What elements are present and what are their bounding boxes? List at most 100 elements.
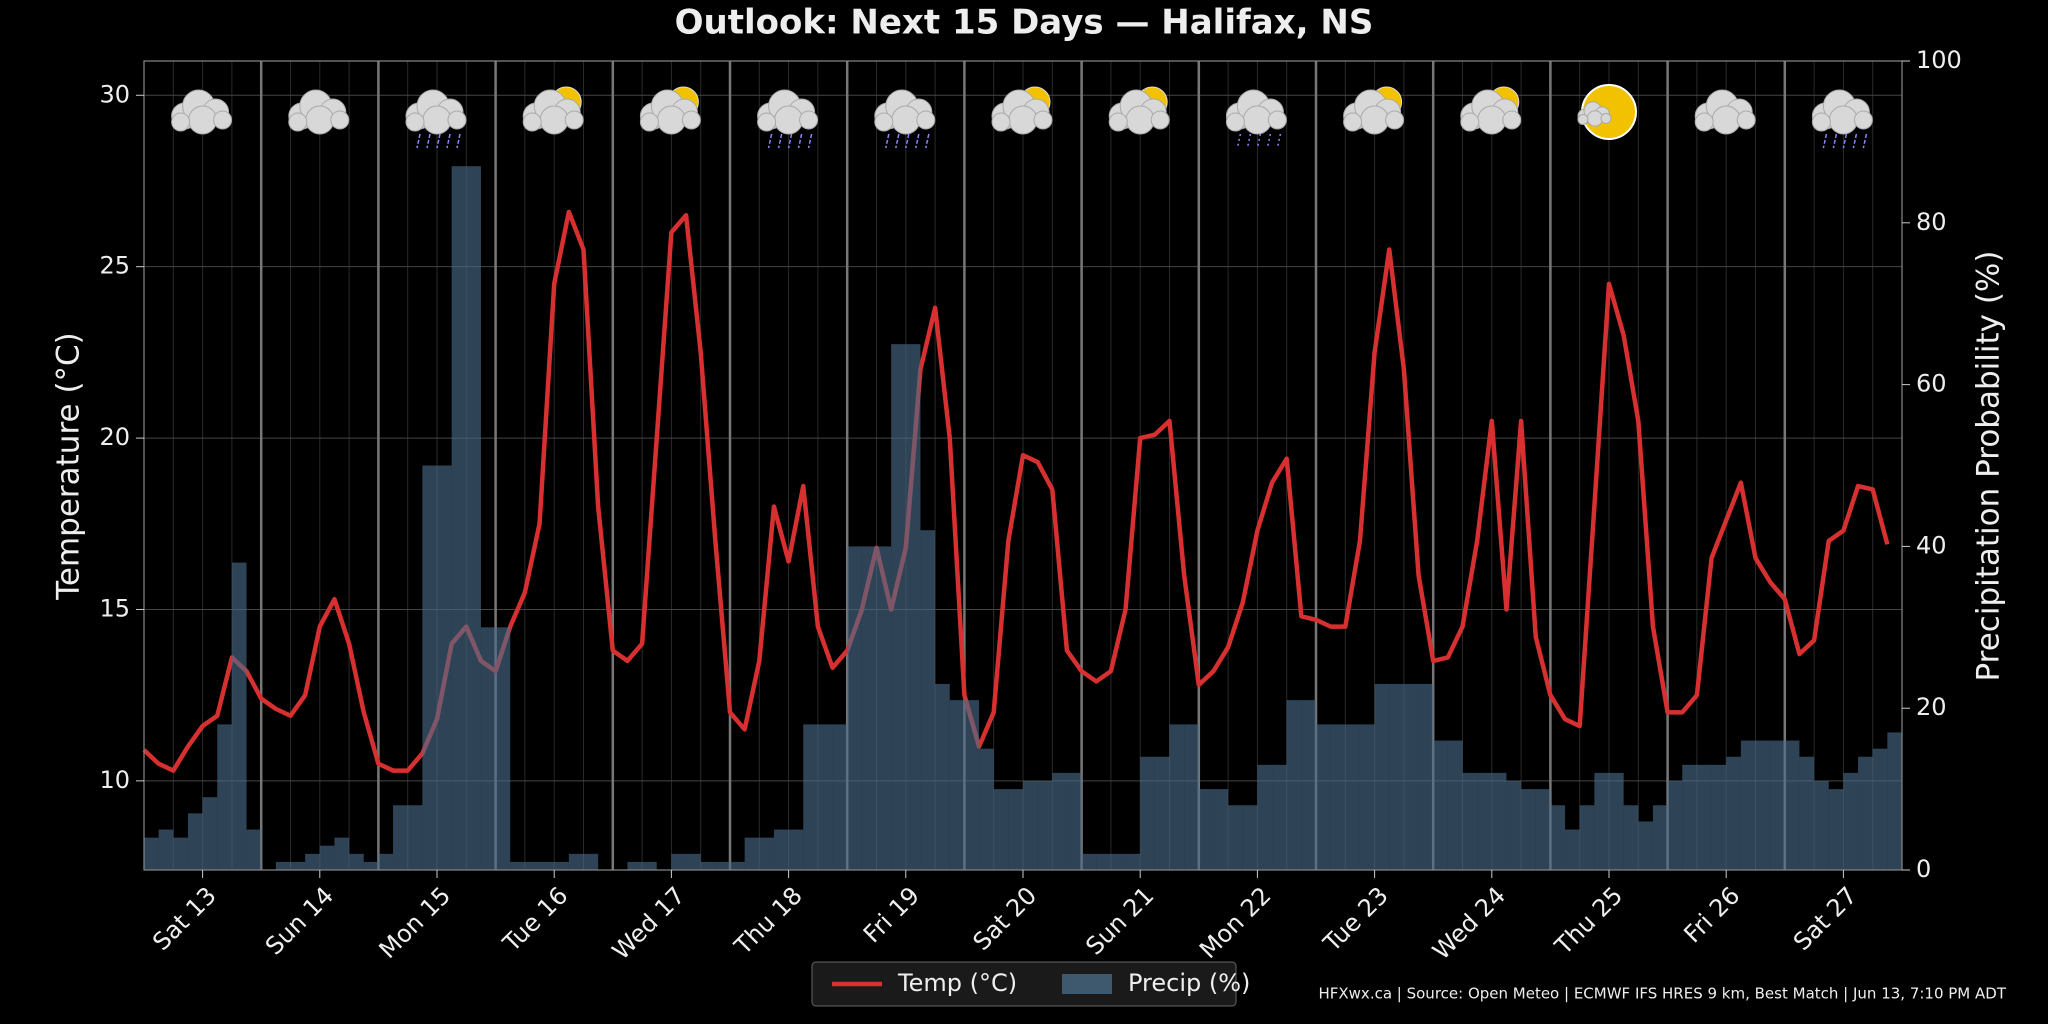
precip-bar: [1447, 740, 1463, 870]
precip-bar: [1843, 772, 1859, 870]
precip-bar: [305, 853, 320, 870]
icon-cloud: [639, 112, 659, 132]
precip-bar: [393, 805, 408, 870]
precip-bar: [1799, 756, 1815, 870]
precip-bar: [1462, 772, 1478, 870]
precip-bar: [1359, 724, 1375, 870]
precip-bar: [803, 724, 818, 870]
precip-bar: [1096, 853, 1111, 870]
precip-bar: [1418, 683, 1434, 870]
precip-bar: [1081, 853, 1097, 870]
precip-bar: [1154, 756, 1170, 870]
weather-icon: [991, 86, 1053, 135]
precip-bar: [480, 627, 496, 870]
icon-rain: [925, 133, 930, 149]
precip-bar: [173, 837, 188, 870]
icon-cloud: [1736, 110, 1756, 130]
weather-icon: [1694, 89, 1756, 135]
precip-bar: [246, 829, 262, 870]
icon-rain: [885, 133, 890, 149]
icon-cloud: [874, 112, 894, 132]
y2-tick-label: 80: [1916, 208, 1947, 236]
icon-cloud: [1108, 112, 1128, 132]
precip-bar: [1872, 748, 1888, 870]
weather-icon: [1811, 89, 1873, 149]
icon-rain: [777, 133, 783, 149]
precip-bar: [788, 829, 804, 870]
precip-bar: [1052, 772, 1067, 870]
icon-cloud: [1586, 110, 1604, 127]
precip-bar: [334, 837, 350, 870]
precip-bar: [1389, 683, 1404, 870]
precip-bar: [378, 853, 394, 870]
icon-cloud: [799, 110, 819, 130]
icon-rain: [1852, 133, 1858, 149]
precip-bar: [861, 546, 877, 870]
precip-bar: [1682, 764, 1697, 870]
icon-cloud: [1460, 112, 1480, 132]
precip-bar: [817, 724, 833, 870]
icon-cloud: [305, 105, 335, 135]
weather-icon: [1108, 86, 1170, 135]
precip-bar: [437, 465, 452, 870]
precip-bar: [1609, 772, 1624, 870]
weather-icon: [405, 89, 467, 149]
icon-rain: [767, 133, 773, 149]
precip-bar: [891, 344, 906, 870]
icon-cloud: [891, 105, 921, 135]
icon-cloud: [171, 112, 191, 132]
precip-bar: [1535, 789, 1551, 870]
precip-bar: [1638, 821, 1653, 870]
precip-bar: [905, 344, 921, 870]
precip-bar: [993, 789, 1009, 870]
precip-bar: [187, 813, 203, 870]
precip-bar: [1169, 724, 1185, 870]
precip-bar: [451, 166, 467, 871]
legend-swatch: [1062, 974, 1112, 994]
precip-bar: [1858, 756, 1873, 870]
precip-bar: [1184, 724, 1199, 870]
precip-bar: [217, 724, 232, 870]
y-tick-label: 25: [99, 252, 130, 280]
weather-icon: [639, 86, 701, 135]
precip-bar: [583, 853, 599, 870]
weather-icon: [522, 86, 584, 135]
icon-rain: [1256, 133, 1262, 149]
icon-cloud: [916, 110, 936, 130]
precip-bar: [1374, 683, 1390, 870]
precip-bar: [1711, 764, 1727, 870]
icon-cloud: [1694, 112, 1714, 132]
precip-bar: [290, 861, 306, 870]
precip-bar: [671, 853, 687, 870]
icon-cloud: [1125, 105, 1155, 135]
precip-bar: [1198, 789, 1214, 870]
precip-bar: [231, 562, 247, 870]
y-tick-label: 15: [99, 594, 130, 622]
precip-bar: [730, 861, 745, 870]
precip-bar: [1887, 732, 1902, 870]
icon-cloud: [1242, 105, 1272, 135]
icon-cloud: [1577, 114, 1589, 125]
precip-bar: [158, 829, 174, 870]
precip-bar: [847, 546, 862, 870]
source-note: HFXwx.ca | Source: Open Meteo | ECMWF IF…: [1318, 985, 2006, 1003]
icon-cloud: [757, 112, 777, 132]
precip-bar: [466, 166, 481, 871]
icon-rain: [446, 133, 451, 149]
precip-bar: [1345, 724, 1360, 870]
icon-cloud: [213, 110, 233, 130]
precip-bar: [1433, 740, 1448, 870]
y2-tick-label: 20: [1916, 693, 1947, 721]
precip-bar: [1491, 772, 1507, 870]
precip-bar: [349, 853, 364, 870]
y2-tick-label: 40: [1916, 531, 1947, 559]
precip-bar: [1477, 772, 1492, 870]
precip-bar: [876, 546, 892, 870]
precip-bar: [1066, 772, 1082, 870]
precip-bar: [1726, 756, 1741, 870]
precip-bar: [319, 845, 335, 870]
icon-cloud: [1267, 110, 1287, 130]
precip-bar: [964, 700, 980, 870]
weather-icon: [171, 89, 233, 135]
